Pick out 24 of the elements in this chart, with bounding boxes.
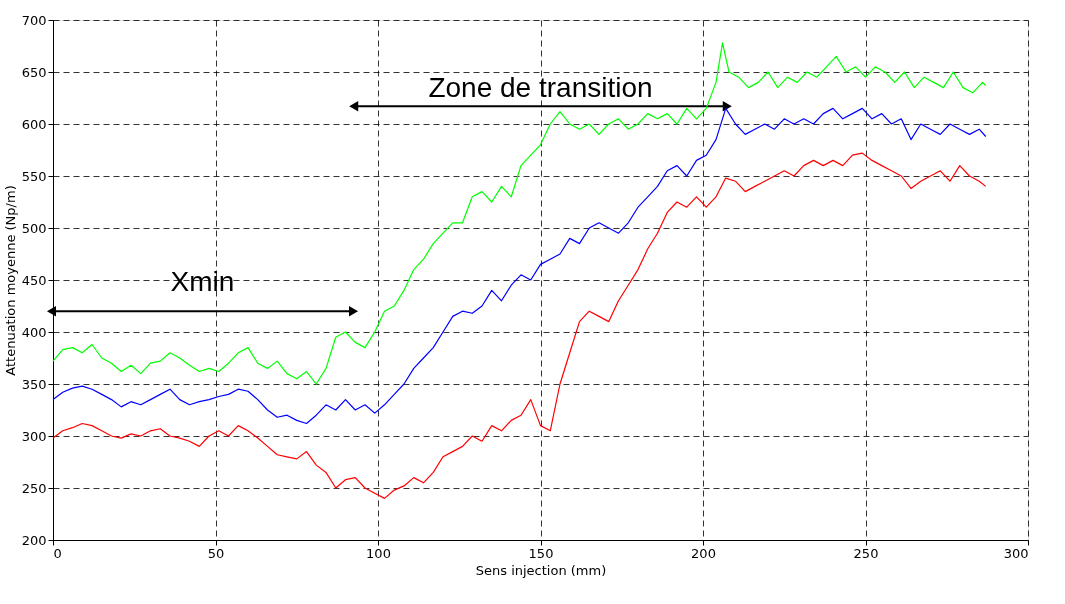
y-tick-label: 300 (21, 428, 47, 444)
y-tick-label: 450 (21, 272, 47, 288)
y-tick-label: 400 (21, 324, 47, 340)
y-axis-title: Attenuation moyenne (Np/m) (2, 185, 18, 376)
x-tick-label: 50 (207, 545, 225, 561)
line-series (52, 152, 987, 499)
x-axis-title: Sens injection (mm) (475, 562, 607, 578)
x-tick-label: 300 (1003, 545, 1029, 561)
y-tick-label: 700 (21, 12, 47, 28)
y-tick-label: 350 (21, 376, 47, 392)
y-tick-label: 200 (21, 532, 47, 548)
y-tick-label: 650 (21, 64, 47, 80)
line-series (52, 42, 987, 385)
y-tick-label: 600 (21, 116, 47, 132)
annotation: Zone de transition (428, 71, 653, 103)
y-tick-label: 550 (21, 168, 47, 184)
y-tick-label: 250 (21, 480, 47, 496)
annotation: Xmin (170, 266, 235, 298)
x-tick-label: 200 (691, 545, 716, 561)
y-tick-label: 500 (21, 220, 47, 236)
x-tick-label: 250 (853, 545, 879, 561)
x-tick-label: 100 (366, 545, 391, 561)
x-tick-label: 150 (528, 545, 554, 561)
x-tick-label: 0 (53, 545, 62, 561)
